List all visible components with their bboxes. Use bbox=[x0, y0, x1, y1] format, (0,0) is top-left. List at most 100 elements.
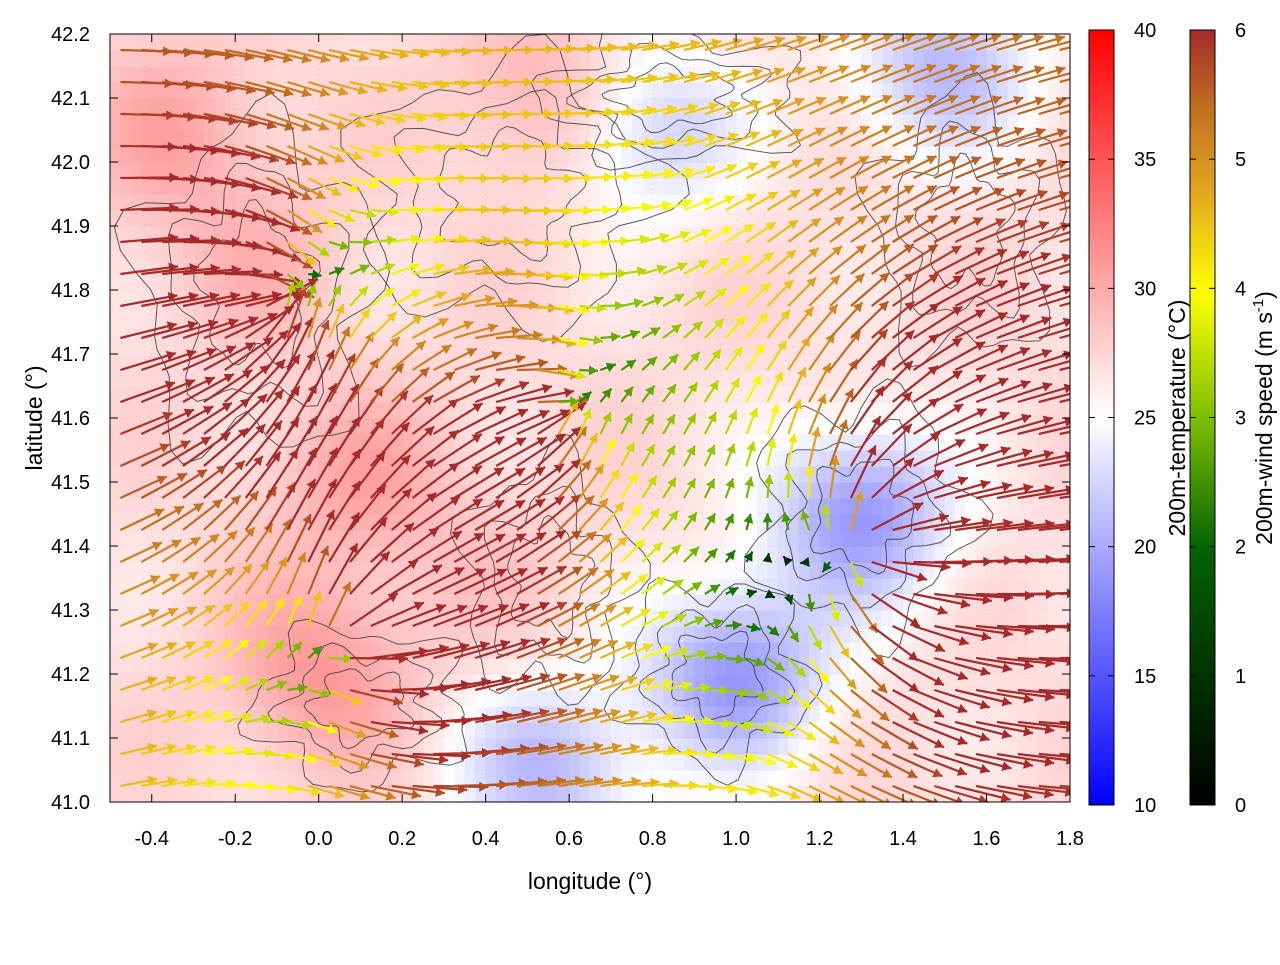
temperature-cell bbox=[767, 98, 779, 115]
temperature-cell bbox=[610, 146, 622, 163]
temperature-cell bbox=[903, 338, 915, 355]
temperature-cell bbox=[391, 210, 403, 227]
temperature-cell bbox=[256, 178, 268, 195]
temperature-cell bbox=[579, 690, 591, 707]
temperature-cell bbox=[360, 498, 372, 515]
temperature-cell bbox=[537, 386, 549, 403]
temperature-cell bbox=[850, 738, 862, 755]
wind-vector-head bbox=[164, 380, 175, 391]
temperature-cell bbox=[297, 386, 309, 403]
temperature-cell bbox=[485, 354, 497, 371]
temperature-cell bbox=[339, 130, 351, 147]
temperature-cell bbox=[652, 562, 664, 579]
temperature-cell bbox=[788, 754, 800, 771]
temperature-cell bbox=[496, 290, 508, 307]
temperature-cell bbox=[871, 194, 883, 211]
wind-vector-head bbox=[307, 278, 318, 288]
temperature-cell bbox=[725, 274, 737, 291]
temperature-cell bbox=[840, 34, 852, 51]
temperature-cell bbox=[183, 546, 195, 563]
temperature-cell bbox=[767, 258, 779, 275]
temperature-cell bbox=[673, 226, 685, 243]
temperature-cell bbox=[1007, 322, 1019, 339]
temperature-cell bbox=[1007, 546, 1019, 563]
temperature-cell bbox=[923, 354, 935, 371]
temperature-cell bbox=[516, 146, 528, 163]
temperature-cell bbox=[725, 530, 737, 547]
temperature-cell bbox=[464, 786, 476, 802]
temperature-cell bbox=[652, 754, 664, 771]
temperature-cell bbox=[1017, 290, 1029, 307]
temperature-cell bbox=[464, 258, 476, 275]
wind-vector-head bbox=[267, 312, 278, 322]
temperature-cell bbox=[830, 98, 842, 115]
temperature-cell bbox=[621, 786, 633, 802]
temperature-cell bbox=[861, 258, 873, 275]
wind-vector-shaft bbox=[307, 382, 338, 435]
temperature-cell bbox=[475, 370, 487, 387]
temperature-cell bbox=[391, 594, 403, 611]
temperature-cell bbox=[715, 130, 727, 147]
temperature-cell bbox=[558, 194, 570, 211]
temperature-cell bbox=[329, 386, 341, 403]
temperature-cell bbox=[631, 338, 643, 355]
wind-vector-head bbox=[190, 537, 201, 547]
temperature-cell bbox=[715, 306, 727, 323]
wind-vector-shaft bbox=[244, 420, 283, 467]
temperature-cell bbox=[381, 754, 393, 771]
temperature-cell bbox=[590, 210, 602, 227]
wind-vector-shaft bbox=[141, 322, 198, 340]
temperature-cell bbox=[569, 98, 581, 115]
temperature-cell bbox=[318, 130, 330, 147]
temperature-cell bbox=[913, 162, 925, 179]
temperature-cell bbox=[276, 754, 288, 771]
temperature-cell bbox=[381, 578, 393, 595]
temperature-cell bbox=[621, 338, 633, 355]
temperature-cell bbox=[203, 562, 215, 579]
temperature-cell bbox=[537, 610, 549, 627]
temperature-cell bbox=[193, 50, 205, 67]
temperature-cell bbox=[600, 370, 612, 387]
temperature-cell bbox=[861, 210, 873, 227]
wind-vector-head bbox=[171, 540, 182, 549]
wind-vector-head bbox=[301, 87, 312, 98]
temperature-cell bbox=[892, 274, 904, 291]
temperature-cell bbox=[830, 290, 842, 307]
wind-vector-head bbox=[183, 408, 194, 418]
temperature-cell bbox=[704, 594, 716, 611]
temperature-cell bbox=[631, 498, 643, 515]
temperature-cell bbox=[621, 466, 633, 483]
wind-vector-head bbox=[338, 86, 349, 97]
temperature-cell bbox=[694, 338, 706, 355]
temperature-cell bbox=[715, 114, 727, 131]
temperature-cell bbox=[1028, 466, 1040, 483]
temperature-cell bbox=[767, 418, 779, 435]
temperature-cell bbox=[297, 594, 309, 611]
temperature-cell bbox=[527, 626, 539, 643]
temperature-cell bbox=[1059, 738, 1070, 755]
temperature-cell bbox=[391, 546, 403, 563]
temperature-cell bbox=[276, 610, 288, 627]
temperature-cell bbox=[996, 466, 1008, 483]
temperature-cell bbox=[475, 754, 487, 771]
temperature-cell bbox=[1007, 290, 1019, 307]
temperature-cell bbox=[318, 306, 330, 323]
temperature-cell bbox=[663, 210, 675, 227]
temperature-cell bbox=[756, 402, 768, 419]
wind-vector-head bbox=[325, 350, 335, 361]
temperature-cell bbox=[736, 754, 748, 771]
temperature-cell bbox=[579, 594, 591, 611]
temperature-cell bbox=[903, 498, 915, 515]
temperature-cell bbox=[777, 754, 789, 771]
temperature-cell bbox=[725, 290, 737, 307]
temperature-cell bbox=[454, 434, 466, 451]
temperature-cell bbox=[339, 114, 351, 131]
temperature-cell bbox=[423, 706, 435, 723]
temperature-cell bbox=[746, 50, 758, 67]
temperature-cell bbox=[965, 610, 977, 627]
temperature-cell bbox=[287, 546, 299, 563]
temperature-cell bbox=[861, 386, 873, 403]
temperature-cell bbox=[569, 258, 581, 275]
temperature-cell bbox=[360, 514, 372, 531]
temperature-cell bbox=[464, 594, 476, 611]
